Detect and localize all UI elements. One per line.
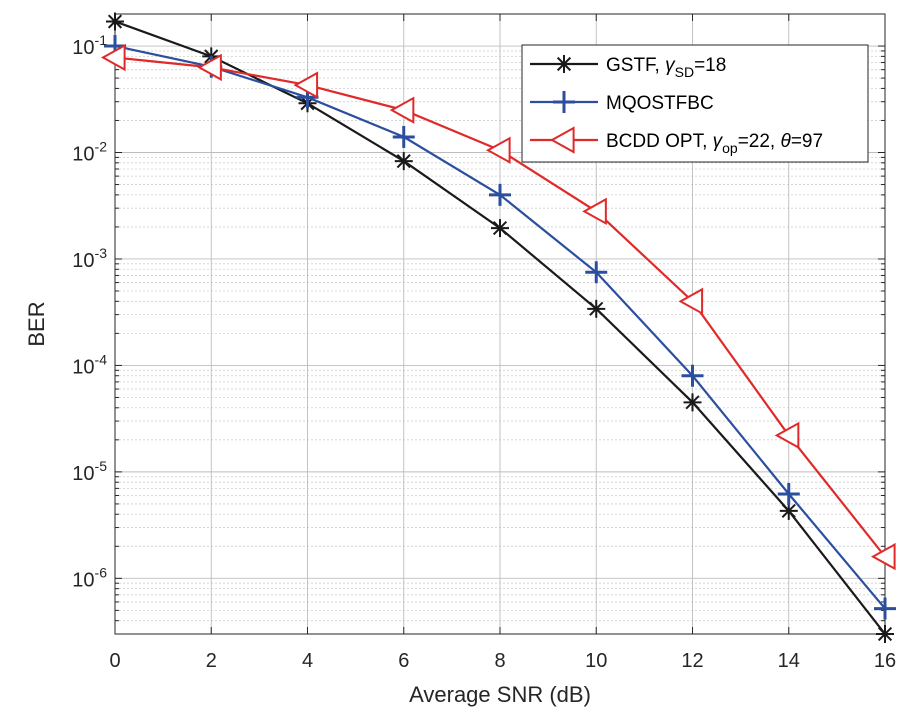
legend-label: GSTF, γSD=18 (606, 55, 726, 80)
data-point (582, 197, 607, 226)
series-gstf (106, 12, 894, 643)
legend-marker (555, 55, 573, 73)
data-point (876, 625, 894, 643)
x-tick-label: 0 (109, 650, 120, 672)
x-tick-label: 6 (398, 650, 409, 672)
data-point (489, 183, 511, 206)
data-point (585, 261, 608, 284)
legend-entry: BCDD OPT, γop=22, θ=97 (530, 126, 823, 156)
series-layer (100, 12, 896, 643)
data-point (394, 152, 413, 171)
y-axis-title: BER (24, 301, 49, 346)
data-point (485, 136, 511, 164)
x-tick-label: 2 (206, 650, 217, 672)
data-point (100, 43, 126, 72)
data-point (197, 53, 222, 82)
legend: GSTF, γSD=18 MQOSTFBC BCDD OPT, γop=22, θ=… (521, 44, 869, 163)
x-tick-label: 4 (302, 650, 313, 672)
x-tick-label: 10 (585, 650, 607, 672)
legend-entry: GSTF, γSD=18 (530, 55, 726, 80)
data-point (389, 96, 415, 124)
legend-label: BCDD OPT, γop=22, θ=97 (606, 131, 823, 156)
data-point (777, 482, 800, 505)
series-bcdd-opt (100, 43, 896, 571)
x-tick-label: 12 (681, 650, 703, 672)
data-point (106, 12, 124, 31)
y-tick-label: 10-4 (72, 351, 107, 378)
y-tick-label: 10-3 (72, 245, 107, 272)
data-point (678, 287, 704, 316)
axes (114, 13, 886, 635)
data-point (587, 299, 606, 318)
data-point (774, 421, 800, 450)
y-tick-label: 10-5 (72, 458, 107, 485)
data-point (681, 364, 704, 387)
data-point (683, 393, 702, 412)
x-tick-label: 8 (494, 650, 505, 672)
y-tick-label: 10-1 (72, 32, 107, 59)
x-tick-label: 16 (874, 650, 896, 672)
legend-label: MQOSTFBC (606, 93, 714, 114)
data-point (491, 219, 509, 238)
legend-marker (553, 91, 575, 113)
x-axis-title: Average SNR (dB) (409, 682, 591, 707)
data-point (293, 71, 319, 99)
y-tick-label: 10-6 (72, 564, 107, 591)
legend-marker (549, 126, 575, 154)
data-point (392, 125, 415, 148)
legend-entry: MQOSTFBC (530, 91, 714, 114)
data-point (874, 597, 896, 620)
y-tick-label: 10-2 (72, 139, 107, 166)
tick-labels: 0 2 4 6 8 10 12 14 16 10-1 10-2 10-3 10-4 10-5 10-6 (72, 32, 896, 672)
series-mqostfbc (104, 35, 896, 620)
x-tick-label: 14 (778, 650, 800, 672)
data-point (870, 542, 896, 571)
